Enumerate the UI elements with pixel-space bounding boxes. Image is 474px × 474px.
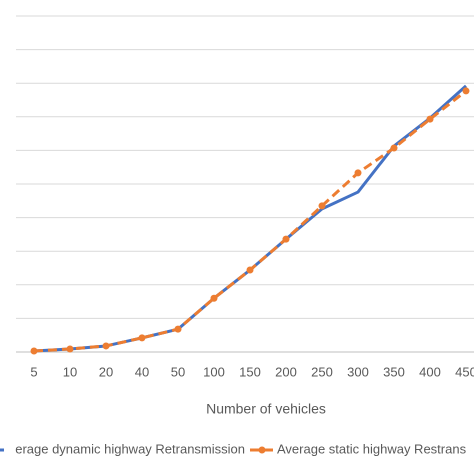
- point: [102, 342, 110, 350]
- legend-item: Average static highway Restrans: [250, 441, 467, 456]
- x-tick-label: 400: [419, 364, 441, 379]
- x-tick-label: 5: [30, 364, 37, 379]
- x-tick-label: 350: [383, 364, 405, 379]
- point: [246, 266, 254, 274]
- point: [462, 87, 470, 95]
- x-tick-label: 450: [455, 364, 474, 379]
- legend-label: Average static highway Restrans: [277, 441, 467, 456]
- legend-marker: [258, 446, 266, 454]
- point: [210, 294, 218, 302]
- x-tick-label: 300: [347, 364, 369, 379]
- point: [390, 144, 398, 152]
- x-axis-title: Number of vehicles: [206, 401, 326, 417]
- x-tick-label: 40: [135, 364, 149, 379]
- x-tick-label: 100: [203, 364, 225, 379]
- x-tick-label: 150: [239, 364, 261, 379]
- legend-label: erage dynamic highway Retransmission: [15, 441, 245, 456]
- x-tick-label: 250: [311, 364, 333, 379]
- point: [318, 202, 326, 210]
- legend-item: erage dynamic highway Retransmission: [0, 441, 245, 456]
- point: [282, 235, 290, 243]
- point: [138, 334, 146, 342]
- series-line: [33, 84, 468, 353]
- point: [30, 347, 38, 355]
- point: [426, 115, 434, 123]
- x-tick-label: 200: [275, 364, 297, 379]
- x-tick-label: 10: [63, 364, 77, 379]
- series-line: [33, 89, 467, 353]
- x-tick-label: 20: [99, 364, 113, 379]
- point: [66, 345, 74, 353]
- point: [174, 325, 182, 333]
- point: [354, 169, 362, 177]
- x-tick-label: 50: [171, 364, 185, 379]
